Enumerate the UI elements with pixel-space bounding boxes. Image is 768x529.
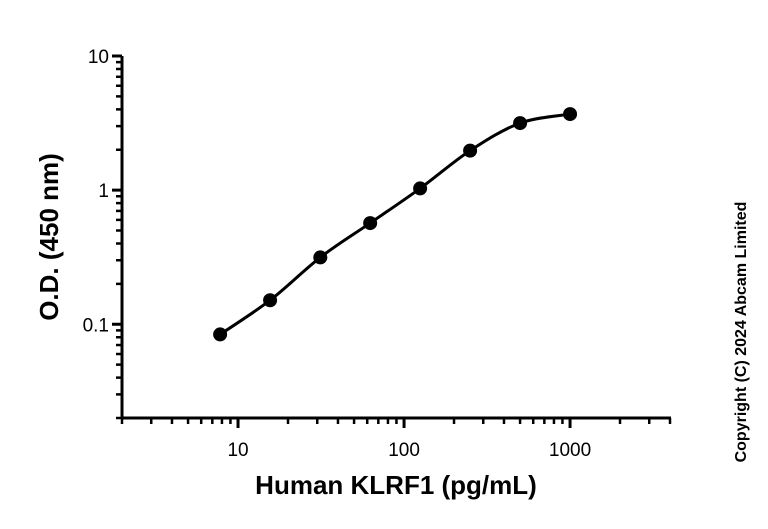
data-point: [363, 216, 378, 231]
data-point: [563, 107, 578, 122]
x-axis-title: Human KLRF1 (pg/mL): [255, 470, 537, 500]
data-point: [213, 327, 228, 342]
data-point: [313, 250, 328, 265]
y-tick-label: 1: [98, 181, 109, 202]
x-axis-tick-labels: 10 100 1000: [227, 440, 591, 461]
x-tick-label: 1000: [549, 440, 591, 461]
copyright-notice: Copyright (C) 2024 Abcam Limited: [733, 202, 750, 463]
x-tick-label: 100: [388, 440, 420, 461]
x-tick-label: 10: [227, 440, 248, 461]
x-axis-major-ticks: [236, 418, 572, 428]
data-point: [513, 116, 528, 131]
data-point: [263, 293, 278, 308]
data-point: [463, 143, 478, 158]
y-axis-major-ticks: [112, 54, 122, 326]
data-points: [213, 107, 578, 342]
y-tick-label: 0.1: [83, 315, 109, 336]
data-point: [413, 181, 428, 196]
x-axis-minor-ticks: [120, 418, 672, 424]
y-axis-title: O.D. (450 nm): [34, 153, 64, 321]
y-tick-label: 10: [88, 47, 109, 68]
y-axis-tick-labels: 0.1 1 10: [83, 47, 109, 336]
